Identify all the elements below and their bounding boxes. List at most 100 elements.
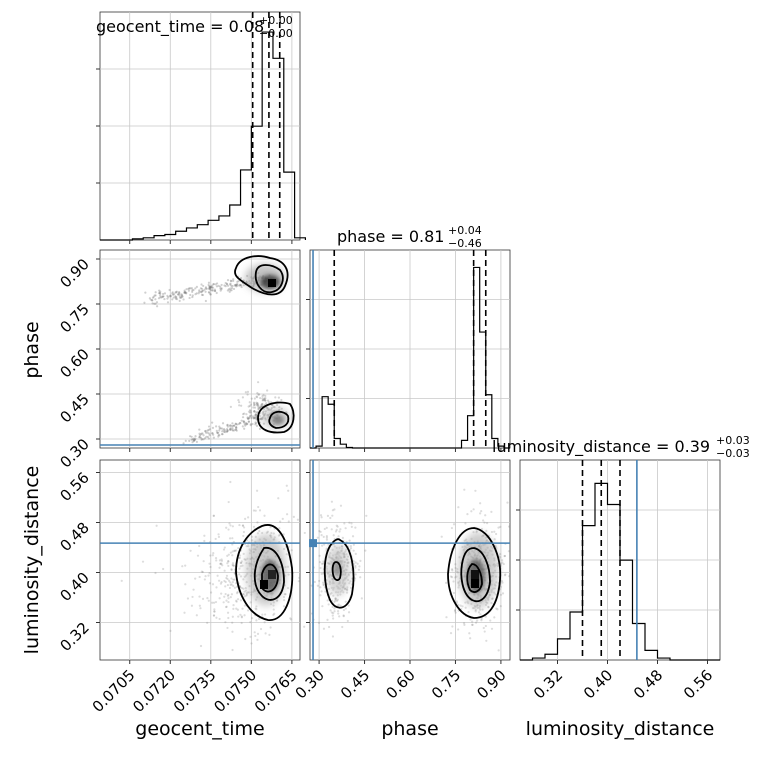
scatter-point — [209, 591, 213, 594]
scatter-point — [457, 506, 460, 509]
scatter-point — [174, 295, 177, 298]
scatter-point — [457, 603, 460, 606]
scatter-point — [219, 285, 222, 288]
scatter-point — [255, 422, 258, 425]
scatter-point — [148, 297, 151, 300]
scatter-point — [285, 553, 288, 556]
scatter-point — [325, 526, 328, 530]
scatter-point — [201, 570, 204, 574]
scatter-point — [248, 415, 251, 418]
scatter-point — [231, 424, 234, 428]
scatter-point — [162, 295, 165, 298]
scatter-point — [175, 296, 178, 299]
scatter-point — [290, 618, 293, 621]
x-tick-label: 0.0750 — [210, 666, 260, 716]
scatter-point — [480, 527, 484, 531]
x-tick-label: 0.0705 — [89, 666, 139, 716]
scatter-point — [244, 517, 247, 520]
scatter-point — [273, 612, 276, 615]
scatter-point — [248, 591, 251, 594]
scatter-point — [201, 289, 204, 292]
scatter-point — [229, 282, 232, 285]
scatter-point — [217, 284, 220, 287]
scatter-point — [224, 621, 227, 624]
scatter-point — [180, 294, 183, 298]
scatter-point — [231, 537, 234, 540]
scatter-point — [272, 532, 275, 535]
scatter-point — [466, 513, 469, 516]
title-geocent-minus: −0.00 — [259, 27, 293, 40]
scatter-point — [253, 397, 256, 400]
scatter-point — [357, 568, 360, 571]
scatter-point — [184, 291, 187, 294]
scatter-point — [349, 547, 353, 550]
title-dist: luminosity_distance = 0.39 +0.03 −0.03 — [492, 434, 750, 460]
scatter-point — [201, 432, 204, 435]
scatter-point — [258, 427, 262, 430]
scatter-point — [249, 423, 252, 426]
scatter-point — [463, 623, 466, 626]
scatter-point — [218, 427, 221, 430]
scatter-point — [319, 586, 322, 589]
scatter-point — [354, 564, 357, 568]
scatter-point — [144, 291, 147, 294]
scatter-point — [200, 291, 203, 294]
scatter-point — [214, 289, 217, 293]
scatter-point — [206, 429, 209, 432]
scatter-point — [226, 562, 229, 565]
scatter-point — [493, 616, 496, 619]
scatter-point — [210, 284, 214, 287]
scatter-point — [327, 587, 331, 591]
scatter-point — [250, 535, 254, 538]
scatter-point — [208, 428, 211, 431]
scatter-point — [501, 561, 504, 564]
scatter-point — [258, 414, 261, 418]
scatter-point — [255, 619, 258, 622]
scatter-point — [242, 526, 246, 529]
scatter-point — [352, 549, 355, 552]
scatter-point — [322, 627, 326, 630]
scatter-point — [154, 298, 157, 301]
scatter-point — [231, 427, 234, 430]
scatter-point — [211, 601, 214, 604]
scatter-point — [253, 410, 256, 413]
scatter-point — [236, 608, 239, 611]
scatter-point — [220, 580, 223, 584]
scatter-point — [275, 403, 279, 407]
scatter-point — [313, 580, 316, 584]
scatter-point — [479, 613, 482, 616]
scatter-point — [256, 402, 259, 405]
scatter-point — [227, 600, 230, 604]
scatter-point — [483, 521, 486, 524]
scatter-point — [482, 519, 485, 522]
scatter-point — [209, 292, 212, 296]
scatter-point — [325, 538, 329, 541]
scatter-point — [235, 549, 238, 552]
scatter-point — [261, 399, 264, 402]
scatter-point — [246, 393, 249, 396]
scatter-point — [240, 621, 243, 625]
scatter-point — [227, 579, 231, 582]
scatter-point — [353, 577, 357, 580]
scatter-point — [218, 425, 221, 428]
contour-inner — [261, 563, 279, 593]
scatter-point — [459, 604, 462, 607]
scatter-point — [207, 574, 210, 577]
scatter-point — [318, 579, 321, 583]
scatter-point — [243, 427, 246, 430]
scatter-point — [219, 582, 223, 585]
scatter-point — [334, 597, 337, 600]
scatter-point — [215, 285, 218, 288]
density-peak-cell — [471, 570, 479, 579]
scatter-point — [336, 598, 339, 601]
scatter-point — [223, 428, 226, 431]
scatter-point — [231, 554, 234, 557]
scatter-point — [491, 597, 494, 600]
scatter-point — [351, 535, 355, 538]
scatter-point — [175, 291, 178, 294]
scatter-point — [331, 605, 334, 609]
scatter-point — [245, 545, 248, 548]
scatter-point — [234, 428, 237, 431]
scatter-point — [203, 437, 207, 440]
scatter-point — [235, 599, 238, 602]
